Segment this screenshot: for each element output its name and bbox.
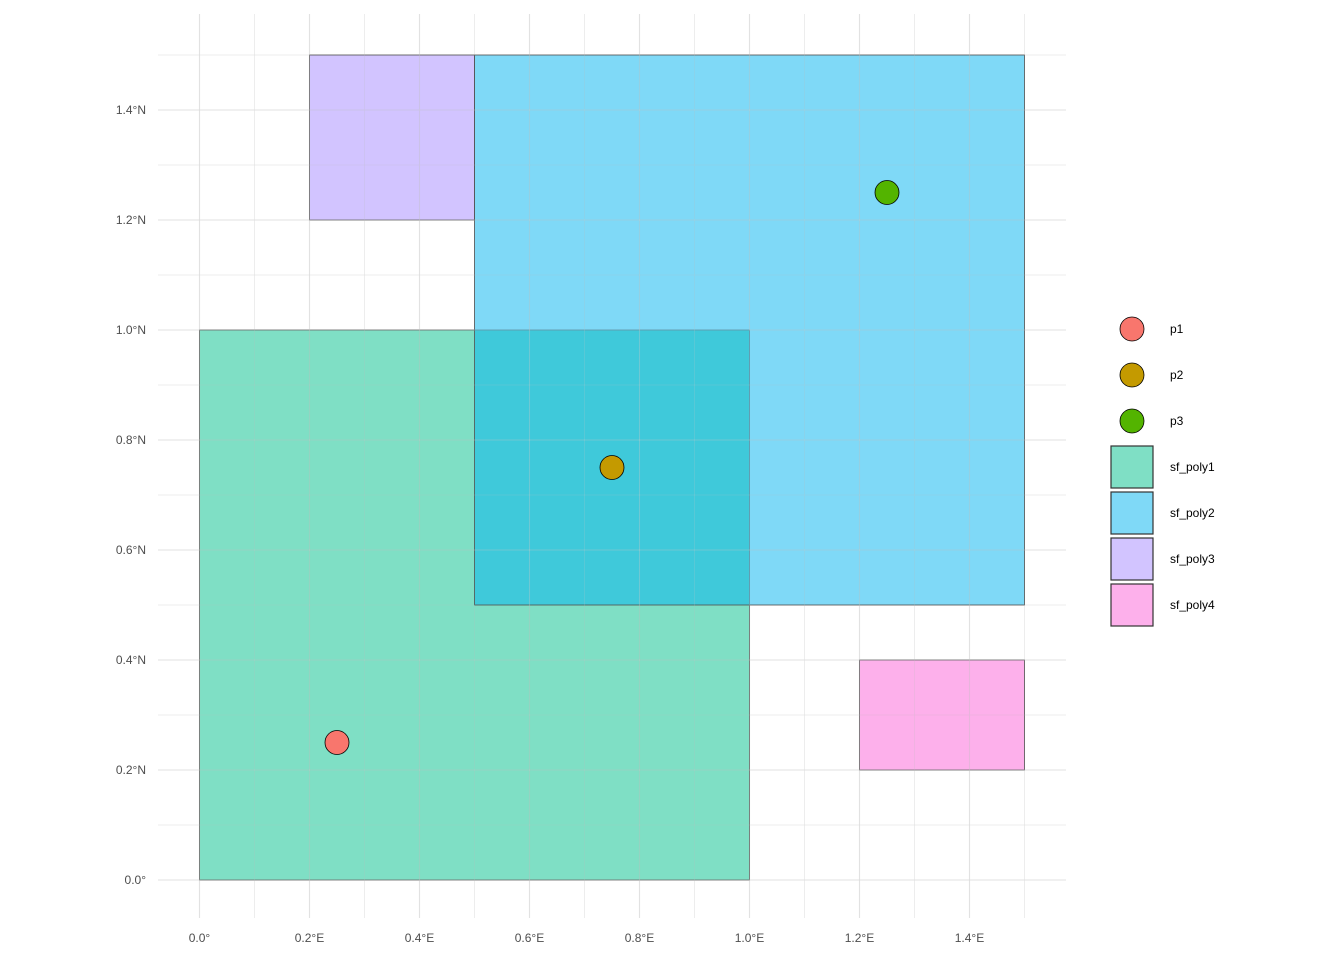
y-tick-label: 1.4°N — [116, 103, 146, 117]
legend-key-point — [1119, 408, 1145, 434]
legend-key-polygon — [1110, 445, 1154, 489]
polygons-layer — [199, 54, 1025, 881]
x-tick-label: 0.0° — [189, 931, 211, 945]
legend-item: sf_poly1 — [1110, 445, 1215, 489]
grid-overlay — [158, 14, 1066, 918]
x-tick-label: 1.4°E — [955, 931, 984, 945]
legend-label: p1 — [1170, 322, 1184, 336]
legend-item: p1 — [1119, 316, 1184, 342]
legend-label: sf_poly2 — [1170, 506, 1215, 520]
point-p2 — [599, 455, 625, 480]
x-axis: 0.0° 0.2°E 0.4°E 0.6°E 0.8°E 1.0°E 1.2°E 1.4°E — [189, 931, 984, 945]
polygon-sf_poly4 — [859, 659, 1025, 771]
legend-label: p2 — [1170, 368, 1184, 382]
legend-key-polygon — [1110, 583, 1154, 627]
polygon-sf_poly2 — [474, 54, 1025, 606]
y-tick-label: 1.2°N — [116, 213, 146, 227]
point-p1 — [324, 730, 350, 755]
legend-key-point — [1119, 362, 1145, 388]
point-p3 — [874, 180, 900, 205]
legend-item: p3 — [1119, 408, 1184, 434]
legend-item: sf_poly2 — [1110, 491, 1215, 535]
legend-key-point — [1119, 316, 1145, 342]
legend-item: sf_poly3 — [1110, 537, 1215, 581]
legend-label: sf_poly1 — [1170, 460, 1215, 474]
y-tick-label: 0.4°N — [116, 653, 146, 667]
x-tick-label: 0.8°E — [625, 931, 654, 945]
legend-label: sf_poly4 — [1170, 598, 1215, 612]
legend-key-polygon — [1110, 537, 1154, 581]
y-tick-label: 0.6°N — [116, 543, 146, 557]
y-tick-label: 0.8°N — [116, 433, 146, 447]
x-tick-label: 0.4°E — [405, 931, 434, 945]
points-layer — [324, 180, 900, 755]
x-tick-label: 1.2°E — [845, 931, 874, 945]
y-tick-label: 0.2°N — [116, 763, 146, 777]
x-tick-label: 1.0°E — [735, 931, 764, 945]
legend-item: sf_poly4 — [1110, 583, 1215, 627]
legend-label: sf_poly3 — [1170, 552, 1215, 566]
legend: p1 p2 p3 sf_poly1 sf_poly2 sf_poly3 sf_poly4 — [1110, 316, 1215, 627]
y-tick-label: 1.0°N — [116, 323, 146, 337]
x-tick-label: 0.2°E — [295, 931, 324, 945]
x-tick-label: 0.6°E — [515, 931, 544, 945]
legend-label: p3 — [1170, 414, 1184, 428]
polygon-sf_poly3 — [309, 54, 475, 221]
y-axis: 0.0° 0.2°N 0.4°N 0.6°N 0.8°N 1.0°N 1.2°N 1.4°N — [116, 103, 146, 887]
legend-item: p2 — [1119, 362, 1184, 388]
legend-key-polygon — [1110, 491, 1154, 535]
y-tick-label: 0.0° — [125, 873, 147, 887]
